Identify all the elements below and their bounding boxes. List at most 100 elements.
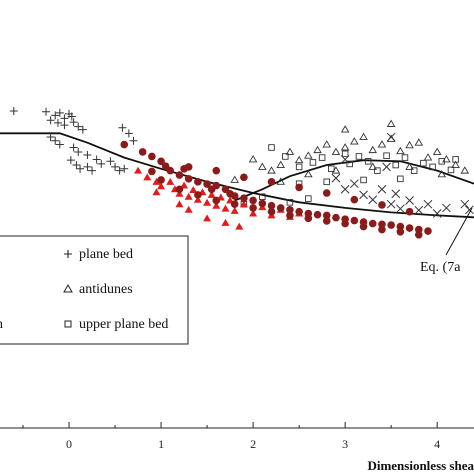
point-triangle-filled (189, 186, 198, 194)
point-triangle-filled (184, 205, 193, 213)
point-square-open (346, 160, 353, 168)
point-square-open (341, 150, 349, 158)
annotations: Eq. (7a (420, 207, 473, 275)
point-triangle-open (386, 119, 396, 127)
point-triangle-filled (203, 198, 212, 206)
point-circle (313, 210, 322, 219)
fit-curve (234, 159, 474, 202)
point-triangle-filled (157, 182, 166, 190)
point-circle (267, 201, 276, 210)
point-circle (267, 178, 276, 186)
point-circle (295, 183, 303, 192)
point-triangle-open (331, 147, 341, 155)
point-square-open (295, 163, 303, 171)
point-circle (194, 178, 202, 186)
annotation-text: Eq. (7a (420, 260, 461, 275)
point-triangle-open (460, 166, 470, 174)
point-circle (212, 166, 221, 175)
point-plus (83, 150, 92, 159)
point-circle (249, 204, 257, 212)
point-circle (240, 173, 248, 182)
point-cross (465, 205, 474, 215)
point-triangle-filled (193, 195, 202, 203)
point-triangle-filled (212, 201, 221, 209)
point-cross (340, 184, 350, 194)
point-cross (414, 205, 424, 215)
point-circle (276, 204, 285, 212)
point-square-open (268, 144, 275, 151)
point-triangle-filled (143, 173, 152, 181)
point-triangle-open (294, 155, 304, 164)
point-plus (124, 129, 133, 138)
point-square-open (309, 159, 317, 166)
point-circle (396, 222, 405, 231)
point-triangle-open (304, 151, 313, 159)
point-triangle-filled (166, 177, 175, 185)
point-triangle-filled (184, 192, 193, 200)
point-square-open (420, 159, 427, 167)
point-triangle-open (437, 169, 447, 178)
point-plus (76, 164, 85, 173)
point-plus (46, 133, 55, 142)
point-cross (349, 179, 359, 189)
legend-label: plane bed (79, 247, 133, 262)
legend-symbol-triangle (63, 283, 73, 293)
point-cross (423, 199, 433, 209)
point-cross (386, 199, 396, 209)
point-cross (377, 184, 387, 194)
point-circle (184, 163, 193, 171)
point-circle (230, 192, 239, 200)
point-circle (378, 201, 386, 209)
point-plus (88, 166, 97, 175)
point-triangle-open (368, 145, 378, 154)
x-tick-label: 2 (250, 437, 256, 451)
point-square-open (355, 153, 363, 160)
point-circle (184, 175, 193, 183)
point-plus (46, 116, 55, 125)
point-plus (83, 162, 92, 171)
point-plus (92, 155, 101, 164)
point-plus (42, 107, 51, 116)
point-circle (341, 219, 349, 228)
point-triangle-open (322, 140, 332, 148)
point-triangle-open (276, 160, 286, 168)
point-circle (267, 207, 276, 216)
point-cross (359, 190, 368, 200)
point-triangle-filled (175, 189, 184, 197)
point-triangle-filled (221, 204, 230, 212)
point-cross (386, 132, 396, 142)
point-square-open (383, 152, 390, 159)
point-triangle-filled (230, 206, 239, 214)
point-square-open (447, 166, 455, 174)
point-circle (405, 207, 414, 216)
point-circle (350, 195, 359, 204)
point-circle (387, 221, 395, 229)
point-circle (396, 228, 405, 236)
point-circle (359, 222, 368, 231)
point-triangle-open (276, 177, 286, 185)
point-circle (322, 217, 331, 225)
x-tick-label: 3 (342, 437, 348, 451)
point-triangle-open (451, 160, 460, 168)
point-triangle-open (248, 155, 258, 163)
point-triangle-open (377, 140, 387, 148)
point-circle (157, 176, 165, 184)
point-circle (148, 152, 156, 161)
point-triangle-open (340, 125, 350, 133)
point-cross (432, 209, 442, 218)
legend-label: upper plane bed (79, 317, 168, 332)
point-circle (240, 194, 248, 203)
point-plus (129, 136, 138, 145)
point-plus (69, 118, 78, 127)
fit-curve (0, 132, 474, 219)
point-square-open (282, 153, 289, 160)
point-circle (405, 224, 414, 232)
point-triangle-filled (239, 200, 248, 208)
legend-box (0, 235, 189, 345)
point-circle (368, 219, 377, 228)
annotation-leader (445, 207, 473, 256)
point-circle (295, 207, 303, 216)
point-cross (331, 173, 341, 183)
point-circle (286, 211, 294, 220)
point-triangle-filled (152, 188, 161, 196)
